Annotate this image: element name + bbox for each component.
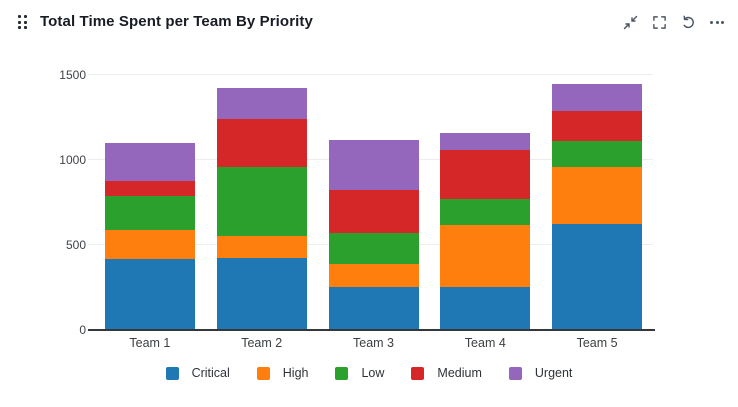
chart-legend: Critical High Low Medium Urgent bbox=[0, 366, 738, 380]
fullscreen-icon[interactable] bbox=[651, 14, 667, 30]
y-tick-label: 0 bbox=[79, 323, 86, 337]
y-tick-label: 1000 bbox=[59, 153, 86, 167]
x-tick-label: Team 5 bbox=[576, 336, 618, 350]
segment-medium-team-2[interactable] bbox=[216, 119, 307, 167]
y-tick-label: 1500 bbox=[59, 68, 86, 82]
segment-critical-team-5[interactable] bbox=[552, 223, 643, 329]
gridline bbox=[88, 74, 653, 75]
segment-low-team-1[interactable] bbox=[104, 196, 195, 230]
segment-high-team-1[interactable] bbox=[104, 229, 195, 260]
more-options-icon[interactable] bbox=[709, 14, 725, 30]
collapse-icon[interactable] bbox=[622, 14, 638, 30]
segment-high-team-3[interactable] bbox=[328, 263, 419, 288]
segment-critical-team-3[interactable] bbox=[328, 287, 419, 329]
legend-label: Urgent bbox=[534, 366, 573, 380]
segment-medium-team-3[interactable] bbox=[328, 189, 419, 233]
segment-high-team-2[interactable] bbox=[216, 236, 307, 258]
x-tick-label: Team 1 bbox=[129, 336, 171, 350]
x-tick-label: Team 2 bbox=[241, 336, 283, 350]
legend-label: Critical bbox=[191, 366, 230, 380]
legend-swatch-urgent bbox=[508, 366, 522, 380]
bar-team-2 bbox=[216, 88, 307, 329]
legend-label: Low bbox=[361, 366, 385, 380]
legend-swatch-critical bbox=[165, 366, 179, 380]
legend-item-low[interactable]: Low bbox=[335, 366, 384, 380]
bar-team-5 bbox=[552, 84, 643, 329]
legend-swatch-medium bbox=[411, 366, 425, 380]
segment-medium-team-1[interactable] bbox=[104, 181, 195, 197]
bar-team-3 bbox=[328, 140, 419, 329]
segment-urgent-team-3[interactable] bbox=[328, 140, 419, 190]
refresh-icon[interactable] bbox=[680, 14, 696, 30]
segment-high-team-5[interactable] bbox=[552, 166, 643, 224]
segment-medium-team-5[interactable] bbox=[552, 110, 643, 142]
legend-swatch-low bbox=[335, 366, 349, 380]
segment-urgent-team-5[interactable] bbox=[552, 84, 643, 111]
segment-medium-team-4[interactable] bbox=[440, 150, 531, 199]
segment-critical-team-4[interactable] bbox=[440, 287, 531, 329]
x-tick-label: Team 4 bbox=[464, 336, 506, 350]
widget-header: Total Time Spent per Team By Priority bbox=[0, 0, 738, 46]
segment-critical-team-2[interactable] bbox=[216, 257, 307, 329]
segment-urgent-team-2[interactable] bbox=[216, 88, 307, 120]
legend-swatch-high bbox=[256, 366, 270, 380]
x-tick-label: Team 3 bbox=[353, 336, 394, 350]
x-axis-line bbox=[88, 329, 655, 331]
bar-team-1 bbox=[104, 142, 195, 329]
segment-low-team-5[interactable] bbox=[552, 141, 643, 167]
widget-toolbar bbox=[622, 14, 725, 30]
legend-item-critical[interactable]: Critical bbox=[165, 366, 230, 380]
chart-title: Total Time Spent per Team By Priority bbox=[40, 13, 313, 30]
legend-label: Medium bbox=[437, 366, 482, 380]
segment-critical-team-1[interactable] bbox=[104, 259, 195, 329]
segment-urgent-team-4[interactable] bbox=[440, 133, 531, 151]
segment-high-team-4[interactable] bbox=[440, 225, 531, 288]
legend-item-urgent[interactable]: Urgent bbox=[508, 366, 573, 380]
y-tick-label: 500 bbox=[65, 238, 86, 252]
segment-low-team-2[interactable] bbox=[216, 166, 307, 237]
drag-handle-icon[interactable] bbox=[18, 15, 27, 29]
bar-team-4 bbox=[440, 133, 531, 329]
segment-low-team-3[interactable] bbox=[328, 232, 419, 264]
legend-item-high[interactable]: High bbox=[256, 366, 309, 380]
plot-area bbox=[88, 60, 655, 331]
legend-item-medium[interactable]: Medium bbox=[411, 366, 482, 380]
segment-urgent-team-1[interactable] bbox=[104, 142, 195, 182]
segment-low-team-4[interactable] bbox=[440, 198, 531, 226]
legend-label: High bbox=[282, 366, 309, 380]
